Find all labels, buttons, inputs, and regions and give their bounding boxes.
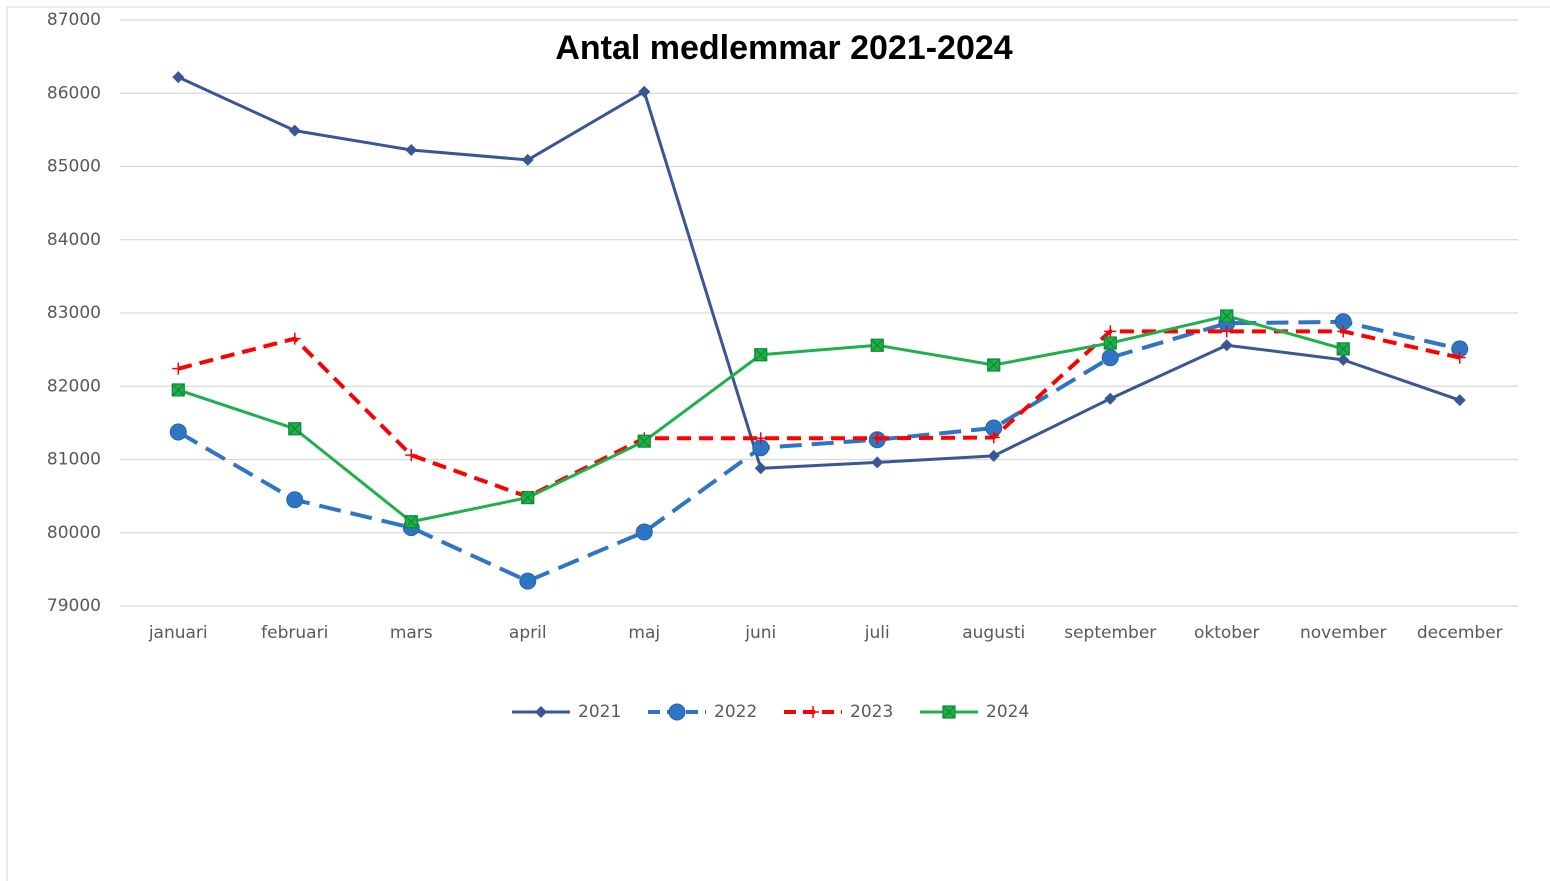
x-tick-label: september [1064,623,1156,643]
legend-label: 2023 [850,702,893,722]
y-tick-label: 86000 [47,83,101,103]
marker [1337,353,1350,366]
marker [169,423,187,441]
x-tick-label: maj [628,623,660,643]
series-line [177,75,1461,470]
marker [288,124,301,137]
marker [521,153,534,166]
y-tick-label: 83000 [47,303,101,323]
marker [171,383,185,397]
legend-label: 2024 [986,702,1029,722]
x-tick-label: januari [148,623,208,643]
marker [288,422,302,436]
marker [987,431,1000,444]
marker [1336,342,1350,356]
marker [635,523,653,541]
y-tick-label: 85000 [47,157,101,177]
y-tick-label: 82000 [47,376,101,396]
y-tick-label: 87000 [47,10,101,30]
x-tick-label: november [1300,623,1387,643]
marker [1101,349,1119,367]
marker [1453,394,1466,407]
y-tick-label: 80000 [47,523,101,543]
marker [942,705,956,719]
chart-title: Antal medlemmar 2021-2024 [555,29,1012,67]
x-tick-label: december [1417,623,1503,643]
marker [172,71,185,84]
marker [1337,325,1350,338]
marker [1104,392,1117,405]
marker [754,462,767,475]
marker [637,434,651,448]
marker [807,706,819,718]
legend-label: 2022 [714,702,757,722]
marker [1220,309,1234,323]
marker [535,706,547,718]
marker [638,85,651,98]
marker [871,456,884,469]
marker [1453,351,1466,364]
marker [288,332,301,345]
marker [172,362,185,375]
marker [405,449,418,462]
marker [404,515,418,529]
marker [987,449,1000,462]
marker [1220,339,1233,352]
series-line [177,314,1344,524]
y-tick-label: 79000 [47,596,101,616]
marker [519,572,537,590]
y-tick-label: 81000 [47,450,101,470]
marker [1104,325,1117,338]
x-tick-label: april [509,623,547,643]
marker [1220,325,1233,338]
y-tick-label: 84000 [47,230,101,250]
x-tick-label: juni [744,623,776,643]
marker [521,490,535,505]
marker [286,491,304,509]
marker [405,144,418,157]
marker [1103,336,1117,350]
x-tick-label: augusti [962,623,1025,643]
legend-label: 2021 [578,702,621,722]
marker [754,348,768,362]
x-tick-label: mars [390,623,433,643]
marker [870,338,884,352]
x-tick-label: juli [864,623,890,643]
marker [871,432,884,445]
marker [754,432,767,445]
x-tick-label: oktober [1194,623,1260,643]
series-line [177,319,1461,584]
marker [987,358,1001,372]
series-line [177,329,1461,499]
x-tick-label: februari [261,623,328,643]
marker [668,703,686,721]
